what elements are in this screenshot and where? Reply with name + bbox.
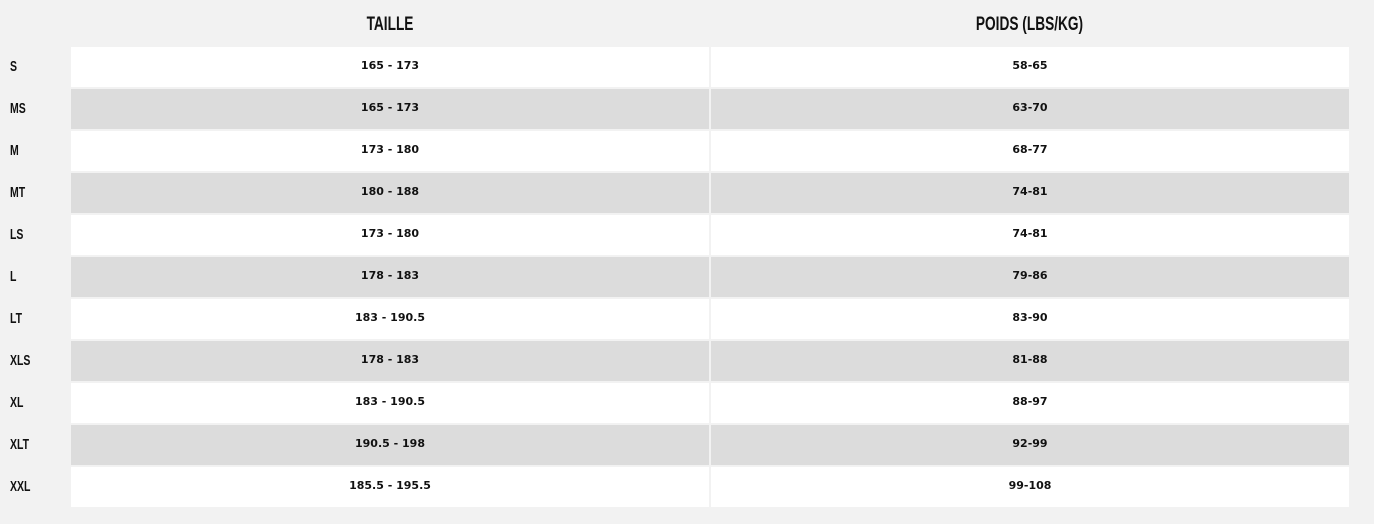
header-taille: TAILLE bbox=[366, 14, 414, 35]
table-row: MT 180 - 188 74-81 bbox=[0, 173, 1374, 213]
size-label: LT bbox=[10, 310, 23, 327]
taille-cell: 185.5 - 195.5 bbox=[71, 467, 709, 507]
taille-cell: 173 - 180 bbox=[71, 131, 709, 171]
size-label: S bbox=[10, 58, 18, 75]
table-row: S 165 - 173 58-65 bbox=[0, 47, 1374, 87]
size-label: MS bbox=[10, 100, 26, 117]
size-label: LS bbox=[10, 226, 24, 243]
poids-cell: 74-81 bbox=[711, 215, 1349, 255]
poids-cell: 83-90 bbox=[711, 299, 1349, 339]
taille-cell: 180 - 188 bbox=[71, 173, 709, 213]
size-label: MT bbox=[10, 184, 26, 201]
taille-cell: 165 - 173 bbox=[71, 47, 709, 87]
poids-cell: 79-86 bbox=[711, 257, 1349, 297]
poids-cell: 99-108 bbox=[711, 467, 1349, 507]
header-poids: POIDS (LBS/KG) bbox=[975, 14, 1084, 35]
table-row: LS 173 - 180 74-81 bbox=[0, 215, 1374, 255]
size-label: XL bbox=[10, 394, 24, 411]
table-row: L 178 - 183 79-86 bbox=[0, 257, 1374, 297]
size-label: XLT bbox=[10, 436, 30, 453]
poids-cell: 81-88 bbox=[711, 341, 1349, 381]
taille-cell: 173 - 180 bbox=[71, 215, 709, 255]
taille-cell: 165 - 173 bbox=[71, 89, 709, 129]
table-row: MS 165 - 173 63-70 bbox=[0, 89, 1374, 129]
poids-cell: 88-97 bbox=[711, 383, 1349, 423]
table-row: XLS 178 - 183 81-88 bbox=[0, 341, 1374, 381]
taille-cell: 178 - 183 bbox=[71, 257, 709, 297]
size-label: M bbox=[10, 142, 19, 159]
size-label: L bbox=[10, 268, 17, 285]
taille-cell: 178 - 183 bbox=[71, 341, 709, 381]
poids-cell: 74-81 bbox=[711, 173, 1349, 213]
taille-cell: 190.5 - 198 bbox=[71, 425, 709, 465]
poids-cell: 92-99 bbox=[711, 425, 1349, 465]
table-row: XXL 185.5 - 195.5 99-108 bbox=[0, 467, 1374, 507]
size-label: XLS bbox=[10, 352, 31, 369]
taille-cell: 183 - 190.5 bbox=[71, 383, 709, 423]
poids-cell: 58-65 bbox=[711, 47, 1349, 87]
table-row: XL 183 - 190.5 88-97 bbox=[0, 383, 1374, 423]
size-label: XXL bbox=[10, 478, 31, 495]
poids-cell: 68-77 bbox=[711, 131, 1349, 171]
table-row: XLT 190.5 - 198 92-99 bbox=[0, 425, 1374, 465]
poids-cell: 63-70 bbox=[711, 89, 1349, 129]
taille-cell: 183 - 190.5 bbox=[71, 299, 709, 339]
table-row: M 173 - 180 68-77 bbox=[0, 131, 1374, 171]
table-row: LT 183 - 190.5 83-90 bbox=[0, 299, 1374, 339]
